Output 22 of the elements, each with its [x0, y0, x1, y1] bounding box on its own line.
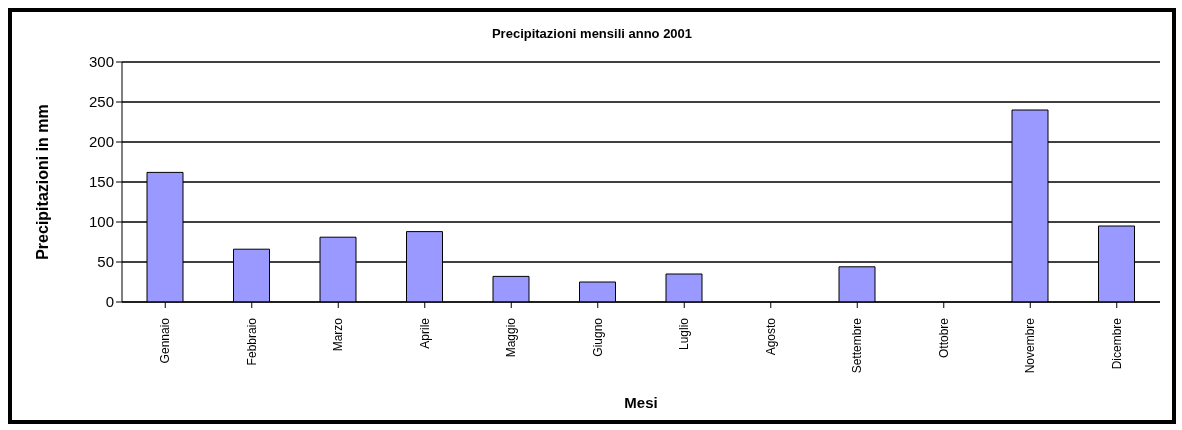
y-tick-label: 0	[105, 293, 114, 311]
x-axis-title: Mesi	[624, 394, 658, 411]
x-tick-label: Giugno	[590, 317, 605, 357]
x-tick-label: Febbraio	[244, 317, 259, 366]
y-tick-label: 100	[88, 213, 114, 231]
x-tick-label: Dicembre	[1109, 317, 1124, 370]
y-tick-label: 200	[88, 133, 114, 151]
x-tick-label: Marzo	[331, 317, 346, 352]
x-tick-label: Agosto	[763, 317, 778, 356]
y-tick-label: 300	[88, 53, 114, 71]
x-tick-label: Settembre	[850, 317, 865, 374]
y-tick-label: 50	[97, 253, 114, 271]
x-tick-label: Gennaio	[158, 317, 173, 364]
y-tick-label: 150	[88, 173, 114, 191]
x-tick-label: Novembre	[1023, 317, 1038, 374]
y-tick-label: 250	[88, 93, 114, 111]
x-tick-label: Maggio	[504, 317, 519, 358]
x-tick-label: Luglio	[677, 317, 692, 351]
x-tick-label: Ottobre	[936, 317, 951, 359]
y-axis-title: Precipitazioni in mm	[33, 104, 51, 260]
chart-title: Precipitazioni mensili anno 2001	[490, 26, 694, 41]
x-tick-label: Aprile	[417, 317, 432, 349]
